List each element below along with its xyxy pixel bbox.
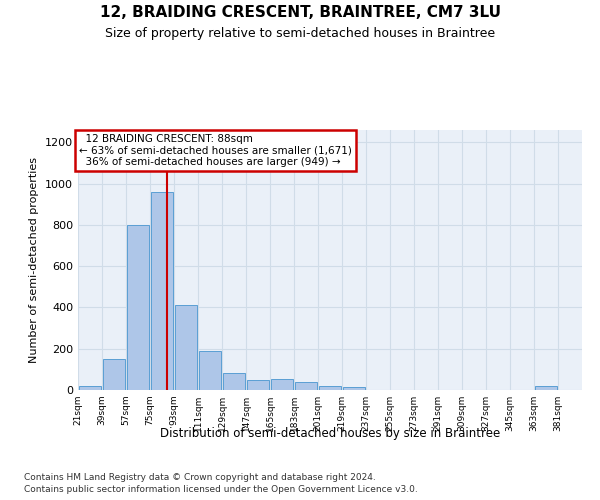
Bar: [151, 192, 173, 390]
Bar: [271, 378, 293, 390]
Bar: [127, 225, 149, 390]
Text: 12 BRAIDING CRESCENT: 88sqm
← 63% of semi-detached houses are smaller (1,671)
  : 12 BRAIDING CRESCENT: 88sqm ← 63% of sem…: [79, 134, 352, 168]
Text: Contains public sector information licensed under the Open Government Licence v3: Contains public sector information licen…: [24, 485, 418, 494]
Bar: [319, 386, 341, 390]
Bar: [247, 380, 269, 390]
Bar: [103, 359, 125, 390]
Text: Contains HM Land Registry data © Crown copyright and database right 2024.: Contains HM Land Registry data © Crown c…: [24, 472, 376, 482]
Bar: [343, 387, 365, 390]
Bar: [79, 386, 101, 390]
Bar: [199, 351, 221, 390]
Bar: [295, 382, 317, 390]
Bar: [175, 306, 197, 390]
Text: Size of property relative to semi-detached houses in Braintree: Size of property relative to semi-detach…: [105, 28, 495, 40]
Text: Distribution of semi-detached houses by size in Braintree: Distribution of semi-detached houses by …: [160, 428, 500, 440]
Y-axis label: Number of semi-detached properties: Number of semi-detached properties: [29, 157, 40, 363]
Bar: [223, 374, 245, 390]
Text: 12, BRAIDING CRESCENT, BRAINTREE, CM7 3LU: 12, BRAIDING CRESCENT, BRAINTREE, CM7 3L…: [100, 5, 500, 20]
Bar: [535, 386, 557, 390]
